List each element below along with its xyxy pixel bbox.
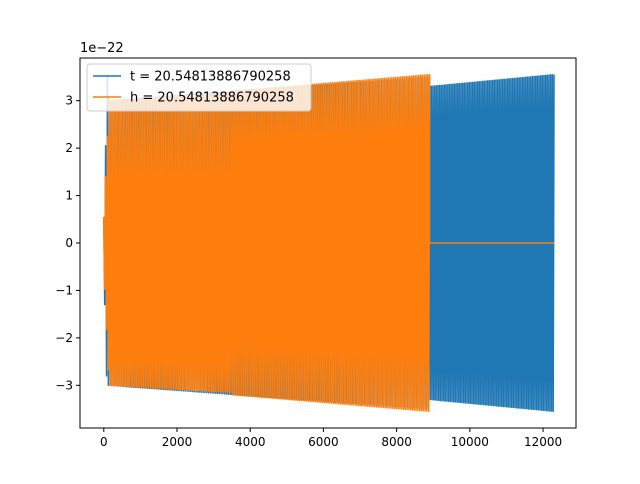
- x-tick-label: 4000: [235, 435, 266, 449]
- x-tick-label: 10000: [451, 435, 489, 449]
- y-tick-label: −2: [55, 331, 73, 345]
- y-offset-label: 1e−22: [80, 41, 124, 56]
- y-tick-label: 2: [65, 141, 73, 155]
- x-tick-label: 6000: [308, 435, 339, 449]
- x-tick-label: 8000: [381, 435, 412, 449]
- y-tick-label: −1: [55, 283, 73, 297]
- legend-label: h = 20.54813886790258: [130, 91, 294, 106]
- series-layer: [103, 73, 555, 413]
- x-tick-label: 12000: [524, 435, 562, 449]
- y-tick-label: −3: [55, 378, 73, 392]
- legend-label: t = 20.54813886790258: [130, 70, 291, 85]
- legend-box: [86, 63, 312, 112]
- y-tick-label: 1: [65, 189, 73, 203]
- y-axis: −3 −2 −1 0 1 2 3: [55, 94, 80, 392]
- x-tick-label: 2000: [162, 435, 193, 449]
- x-tick-label: 0: [100, 435, 108, 449]
- legend: t = 20.54813886790258 h = 20.548138867902…: [86, 63, 312, 112]
- x-axis: 0 2000 4000 6000 8000 10000 12000: [100, 428, 562, 449]
- y-tick-label: 3: [65, 94, 73, 108]
- y-tick-label: 0: [65, 236, 73, 250]
- series-line-1: [103, 73, 555, 413]
